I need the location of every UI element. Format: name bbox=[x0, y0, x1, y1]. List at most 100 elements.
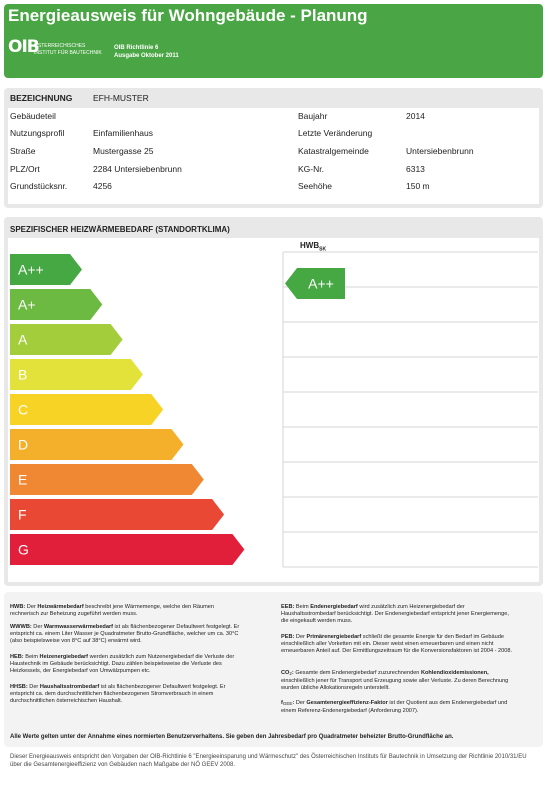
field-value: Mustergasse 25 bbox=[93, 146, 154, 156]
field-label: Katastralgemeinde bbox=[298, 146, 369, 156]
note-text: Primärenergiebedarf bbox=[306, 634, 362, 640]
note-text: Heizwärmebedarf bbox=[37, 604, 84, 610]
note-text: ist der Quotient aus dem Endenergiebedar… bbox=[281, 700, 508, 714]
note-text: : bbox=[292, 700, 295, 706]
indicator-label: A++ bbox=[308, 276, 334, 292]
note-text: HEB: bbox=[10, 654, 24, 660]
note-text: CO bbox=[281, 670, 290, 676]
rating-title: SPEZIFISCHER HEIZWÄRMEBEDARF (STANDORTKL… bbox=[10, 225, 230, 234]
field-value: 2014 bbox=[406, 111, 425, 121]
field-label: Nutzungsprofil bbox=[10, 128, 65, 138]
class-label: F bbox=[18, 507, 27, 523]
field-value: Untersiebenbrunn bbox=[406, 146, 474, 156]
note: HEB: Beim Heizenergiebedarf werden zusät… bbox=[10, 654, 242, 674]
field-label: Baujahr bbox=[298, 111, 328, 121]
class-bar bbox=[10, 464, 204, 495]
note-text: Kohlendioxidemissionen, bbox=[420, 670, 489, 676]
class-bar bbox=[10, 534, 245, 565]
class-label: A bbox=[18, 332, 28, 348]
note-text: PEB: bbox=[281, 634, 295, 640]
note-text: Der bbox=[27, 684, 40, 690]
note-text: einschließlich jener für Transport und E… bbox=[281, 677, 509, 691]
note-text: Haushaltsstrombedarf bbox=[39, 684, 100, 690]
class-bar bbox=[10, 254, 82, 285]
note: PEB: Der Primärenergiebedarf schließt di… bbox=[281, 634, 513, 654]
note-text: 2 bbox=[289, 671, 292, 676]
logo: OIB bbox=[8, 37, 40, 57]
note-text: wird zusätzlich zum Heizenergiebedarf de… bbox=[281, 604, 509, 624]
field-value: 6313 bbox=[406, 164, 425, 174]
institute: ÖSTERREICHISCHES INSTITUT FÜR BAUTECHNIK bbox=[34, 43, 102, 56]
title: Energieausweis für Wohngebäude - Planung bbox=[8, 6, 368, 25]
field-value: 150 m bbox=[406, 181, 430, 191]
field-value: Einfamilienhaus bbox=[93, 128, 154, 138]
note-text: EEB: bbox=[281, 604, 295, 610]
note-text: Heizenergiebedarf bbox=[39, 654, 89, 660]
note-text: werden zusätzlich zum Nutzenergiebedarf … bbox=[10, 654, 235, 674]
note-text: Endenergiebedarf bbox=[310, 604, 358, 610]
note-text: schließt die gesamte Energie für den Bed… bbox=[281, 634, 513, 654]
note: CO2: Gesamte dem Endenergiebedarf zuzure… bbox=[281, 670, 513, 691]
guideline: OIB Richtlinie 6 bbox=[114, 45, 159, 51]
note-text: GEE bbox=[282, 701, 293, 706]
indicator-arrow bbox=[285, 268, 345, 299]
footer: Dieser Energieausweis entspricht den Vor… bbox=[10, 754, 527, 768]
note-text: beschreibt jene Wärmemenge, welche den R… bbox=[10, 604, 214, 617]
class-bar bbox=[10, 359, 143, 390]
class-bar bbox=[10, 499, 225, 530]
class-bar bbox=[10, 289, 103, 320]
note-text: Gesamte dem Endenergiebedarf zuzurechnen… bbox=[293, 670, 421, 676]
class-label: B bbox=[18, 367, 27, 383]
edition: Ausgabe Oktober 2011 bbox=[114, 53, 179, 59]
note-text: HWB: bbox=[10, 604, 26, 610]
field-label: Grundstücksnr. bbox=[10, 181, 68, 191]
note: fGEE: Der Gesamtenergieeffizienz-Faktor … bbox=[281, 700, 513, 715]
note-text: Beim bbox=[23, 654, 40, 660]
class-label: A+ bbox=[18, 297, 36, 313]
note: HHSB: Der Haushaltsstrombedarf ist als f… bbox=[10, 684, 242, 704]
class-label: D bbox=[18, 437, 28, 453]
class-bar bbox=[10, 324, 123, 355]
field-label: Letzte Veränderung bbox=[298, 128, 373, 138]
header bbox=[4, 4, 543, 78]
column-sub: SK bbox=[319, 246, 327, 253]
field-value: 2284 Untersiebenbrunn bbox=[93, 164, 182, 174]
field-label: Gebäudeteil bbox=[10, 111, 56, 121]
class-label: A++ bbox=[18, 262, 44, 278]
guideline-info: OIB Richtlinie 6 Ausgabe Oktober 2011 bbox=[114, 44, 179, 60]
note-text: Der bbox=[294, 634, 307, 640]
assumption: Alle Werte gelten unter der Annahme eine… bbox=[10, 734, 454, 740]
field-label: Straße bbox=[10, 146, 36, 156]
note-text: f bbox=[281, 700, 283, 706]
building-name: EFH-MUSTER bbox=[93, 93, 149, 103]
class-label: C bbox=[18, 402, 28, 418]
class-label: E bbox=[18, 472, 27, 488]
note: EEB: Beim Endenergiebedarf wird zusätzli… bbox=[281, 604, 513, 624]
note: WWWB: Der Warmwasserwärmebedarf ist als … bbox=[10, 624, 242, 644]
field-label: PLZ/Ort bbox=[10, 164, 40, 174]
field-label: Seehöhe bbox=[298, 181, 333, 191]
note-text: Der bbox=[294, 700, 307, 706]
note-text: HHSB: bbox=[10, 684, 28, 690]
note-text: Der bbox=[25, 604, 38, 610]
class-bar bbox=[10, 429, 184, 460]
rating-scale: A++ A++ A+ A B C D E F G bbox=[10, 251, 538, 568]
column-main: HWB bbox=[300, 241, 320, 250]
note-text: Beim bbox=[294, 604, 311, 610]
note-text: ist als flächenbezogener Defaultwert fes… bbox=[10, 624, 240, 644]
note-text: Gesamtenergieeffizienz-Faktor bbox=[306, 700, 388, 706]
notes-section bbox=[4, 592, 543, 747]
note-text: Warmwasserwärmebedarf bbox=[43, 624, 113, 630]
building-panel bbox=[8, 108, 539, 204]
field-value: 4256 bbox=[93, 181, 112, 191]
class-label: G bbox=[18, 542, 29, 558]
field-label: KG-Nr. bbox=[298, 164, 324, 174]
column-header: HWBSK bbox=[300, 241, 326, 253]
note-text: Der bbox=[31, 624, 44, 630]
note-text: ist als flächenbezogener Defaultwert fes… bbox=[10, 684, 226, 704]
label: BEZEICHNUNG bbox=[10, 93, 73, 103]
note-text: WWWB: bbox=[10, 624, 32, 630]
class-bar bbox=[10, 394, 164, 425]
note: HWB: Der Heizwärmebedarf beschreibt jene… bbox=[10, 604, 242, 618]
